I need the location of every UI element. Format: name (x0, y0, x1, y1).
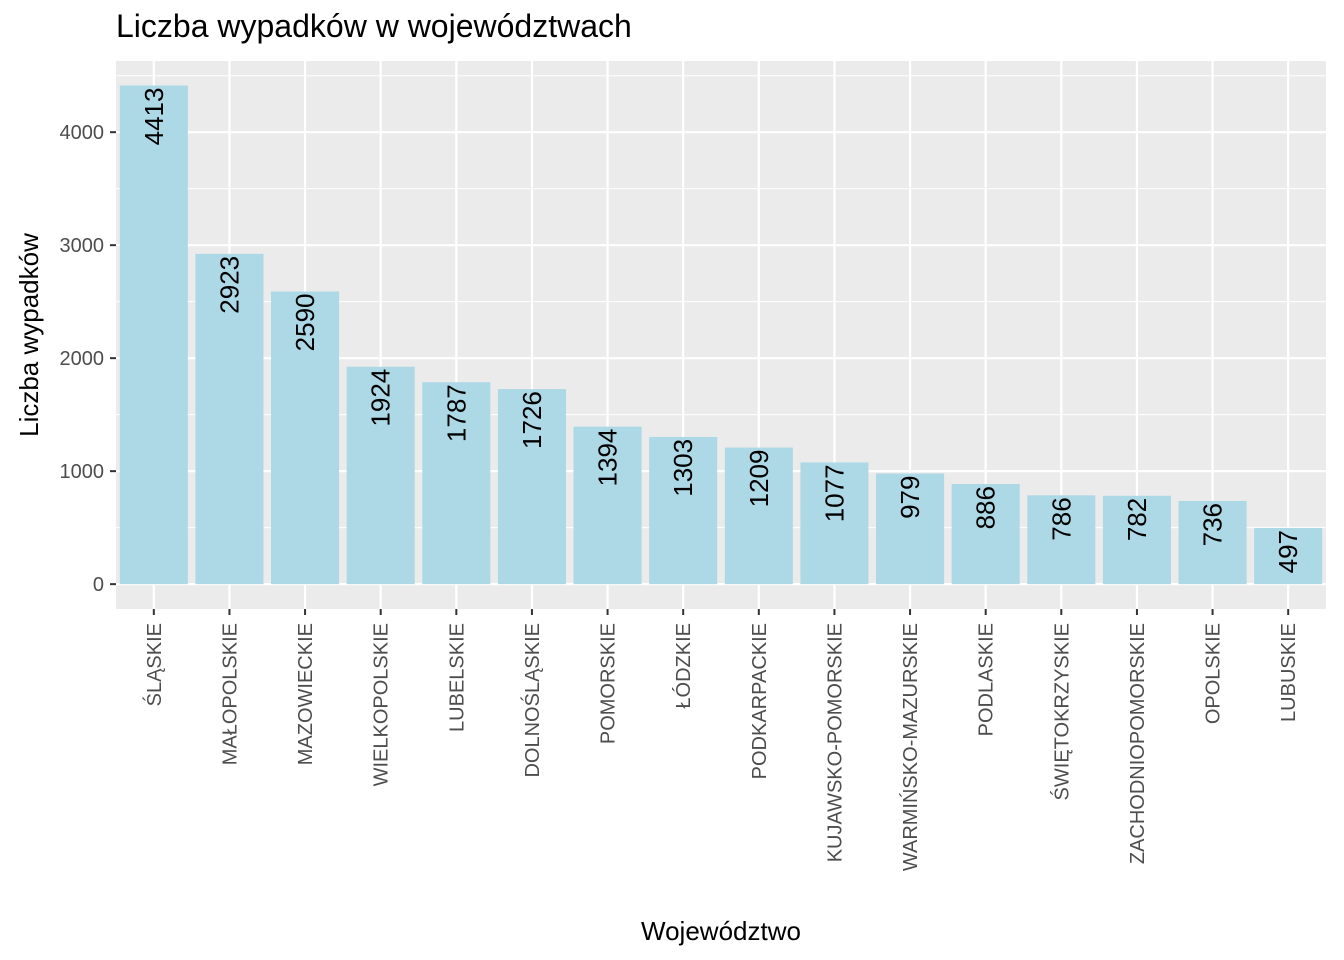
x-axis: ŚLĄSKIE MAŁOPOLSKIE MAZOWIECKIE WIELKOPOLSK… (142, 609, 1300, 871)
x-tick-label: POMORSKIE (598, 623, 620, 744)
x-tick-label: PODKARPACKIE (749, 623, 771, 779)
x-tick-label: ŚLĄSKIE (142, 623, 166, 706)
bar-value-label: 1077 (819, 464, 849, 522)
x-tick-label: MAZOWIECKIE (295, 623, 317, 765)
bar-value-label: 1726 (517, 391, 547, 449)
bar (497, 389, 566, 585)
bar-value-label: 2590 (290, 293, 320, 351)
bar (951, 484, 1020, 585)
bar-value-label: 1303 (668, 439, 698, 497)
y-axis-title: Liczba wypadków (14, 233, 44, 437)
bar-value-label: 2923 (214, 256, 244, 314)
bar-value-label: 782 (1122, 498, 1152, 541)
bar (271, 291, 340, 585)
y-tick-label: 0 (93, 574, 104, 596)
bar (346, 366, 415, 585)
y-tick-label: 1000 (60, 461, 105, 483)
bars: 4413 2923 2590 1924 1787 1726 1394 1303 1209 1077… (119, 85, 1323, 585)
bar (876, 473, 945, 585)
bar-value-label: 786 (1046, 497, 1076, 540)
bar-value-label: 736 (1198, 503, 1228, 546)
bar-value-label: 497 (1273, 530, 1303, 573)
x-tick-label: MAŁOPOLSKIE (219, 623, 241, 765)
bar (800, 462, 869, 585)
x-axis-title: Województwo (641, 916, 801, 946)
x-tick-label: DOLNOŚLĄSKIE (520, 623, 544, 778)
bar (1027, 495, 1096, 585)
bar (119, 85, 188, 585)
bar-value-label: 1394 (593, 429, 623, 487)
bar (195, 253, 264, 585)
x-tick-label: OPOLSKIE (1203, 623, 1225, 724)
x-tick-label: WIELKOPOLSKIE (371, 623, 393, 786)
bar (573, 426, 642, 585)
x-tick-label: KUJAWSKO-POMORSKIE (824, 623, 846, 862)
x-tick-label: WARMIŃSKO-MAZURSKIE (899, 623, 922, 871)
y-axis: 0 1000 2000 3000 4000 (60, 122, 116, 596)
bar (422, 382, 491, 585)
x-tick-label: LUBUSKIE (1278, 623, 1300, 722)
chart-title: Liczba wypadków w województwach (116, 8, 632, 44)
x-tick-label: LUBELSKIE (446, 623, 468, 732)
bar-value-label: 886 (971, 486, 1001, 529)
x-tick-label: ŚWIĘTOKRZYSKIE (1049, 623, 1073, 800)
bar (724, 447, 793, 585)
x-tick-label: ŁÓDZKIE (672, 623, 695, 709)
x-tick-label: PODLASKIE (976, 623, 998, 736)
bar (1254, 527, 1323, 585)
bar (1102, 495, 1171, 585)
y-tick-label: 3000 (60, 235, 105, 257)
x-tick-label: ZACHODNIOPOMORSKIE (1127, 623, 1149, 864)
bar-value-label: 4413 (139, 88, 169, 146)
y-tick-label: 4000 (60, 122, 105, 144)
bar-value-label: 979 (895, 476, 925, 519)
bar-value-label: 1209 (744, 450, 774, 508)
bar-value-label: 1787 (441, 384, 471, 442)
bar-value-label: 1924 (366, 369, 396, 427)
bar (1178, 500, 1247, 585)
bar (649, 436, 718, 585)
y-tick-label: 2000 (60, 348, 105, 370)
